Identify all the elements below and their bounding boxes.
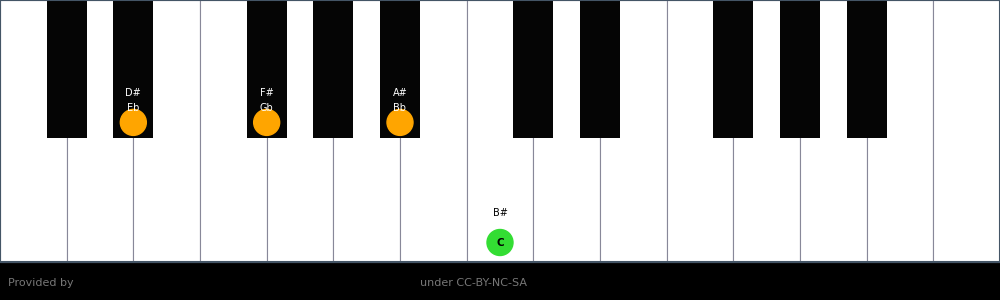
Text: B#: B# [493,208,507,218]
Circle shape [120,110,146,135]
Bar [733,0,800,262]
Bar [867,0,933,262]
Circle shape [487,230,513,256]
Bar [513,0,553,138]
Bar [580,0,620,138]
Bar [333,0,400,262]
Bar [133,0,200,262]
Text: under CC-BY-NC-SA: under CC-BY-NC-SA [420,278,527,288]
Bar [47,0,87,138]
Bar [113,0,153,138]
Text: A#: A# [393,88,407,98]
Bar [267,0,333,262]
Text: F#: F# [260,88,274,98]
Text: C: C [496,238,504,248]
Bar [200,0,267,262]
Bar [713,0,753,138]
Circle shape [387,110,413,135]
Bar [313,0,353,138]
Bar [533,0,600,262]
Bar [0,0,67,262]
Bar [933,0,1000,262]
Bar [780,0,820,138]
Text: Eb: Eb [127,103,140,113]
Bar [800,0,867,262]
Text: Bb: Bb [394,103,406,113]
Bar [0,0,1000,262]
Bar [247,0,287,138]
Bar [847,0,887,138]
Bar [667,0,733,262]
Bar [467,0,533,262]
Bar [600,0,667,262]
Bar [400,0,467,262]
Text: Gb: Gb [260,103,274,113]
Bar [380,0,420,138]
Circle shape [254,110,280,135]
Text: Provided by: Provided by [8,278,74,288]
Bar [67,0,133,262]
Text: D#: D# [125,88,141,98]
